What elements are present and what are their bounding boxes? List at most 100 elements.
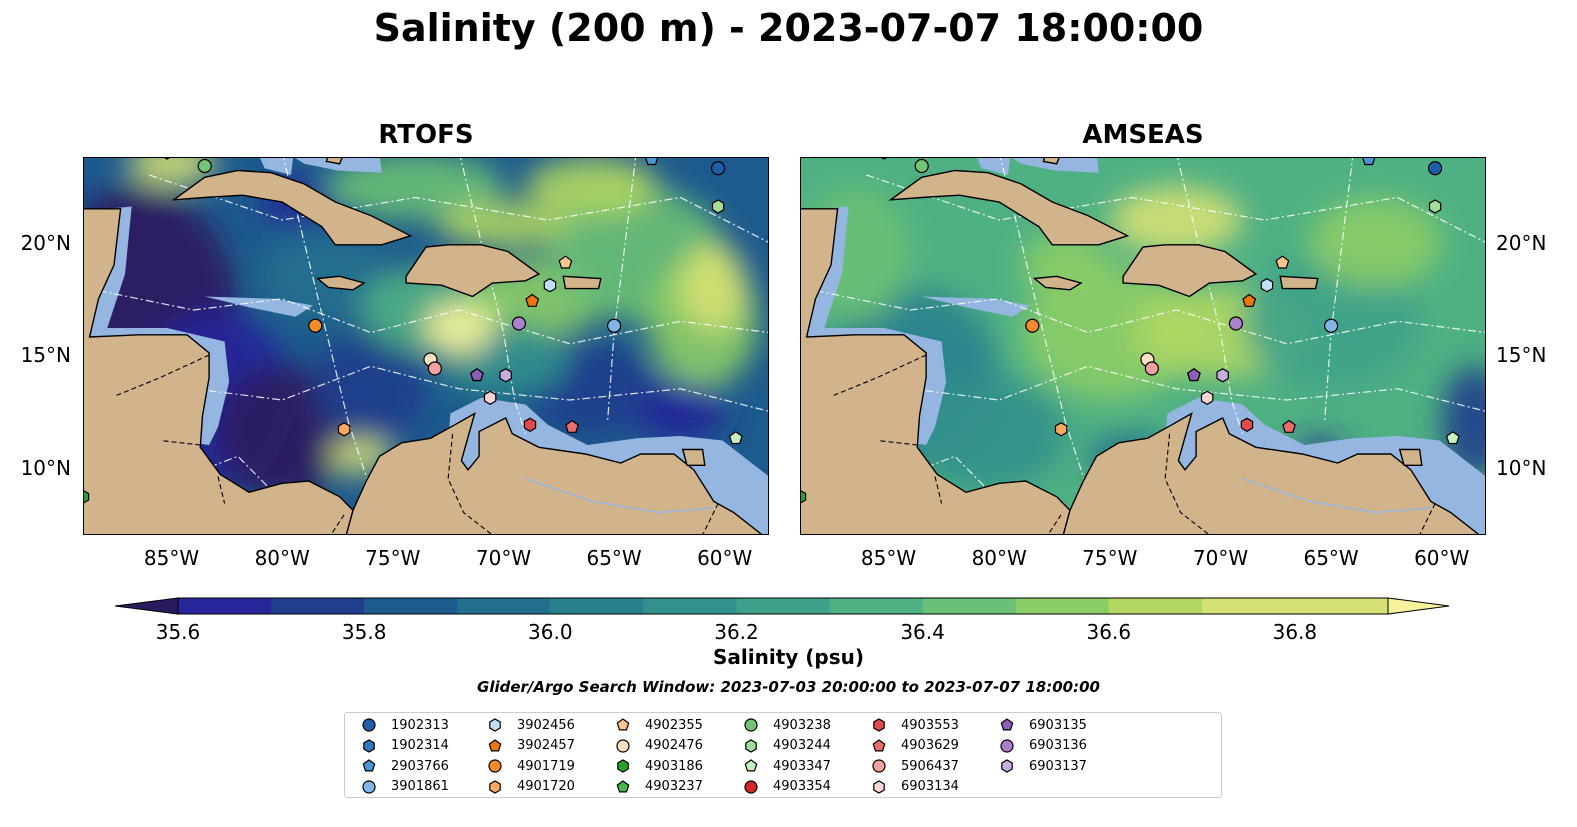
legend: 1902313 1902314 2903766 3901861 3902456 39024… — [344, 712, 1222, 798]
legend-item: 4902355 — [613, 715, 703, 735]
legend-marker-shape — [362, 759, 376, 772]
land-trinidad — [1398, 448, 1423, 466]
legend-label: 4903347 — [773, 758, 831, 774]
legend-marker-shape — [745, 738, 757, 753]
country-border — [447, 433, 493, 535]
colorbar-tick-label: 35.6 — [155, 620, 201, 644]
river — [525, 478, 714, 514]
float-marker-4903629 — [565, 419, 579, 433]
colorbar-segment — [457, 598, 551, 614]
colorbar-segment — [829, 598, 924, 614]
legend-marker-circle — [1000, 738, 1014, 753]
land-jamaica — [1032, 275, 1083, 291]
country-border — [1419, 503, 1436, 535]
legend-marker-shape — [362, 779, 376, 794]
legend-marker-shape — [1001, 759, 1013, 773]
legend-marker-hexagon — [873, 718, 885, 732]
country-border — [330, 514, 345, 535]
colorbar-tick-label: 36.4 — [900, 620, 945, 644]
country-border — [160, 439, 201, 446]
float-marker-4903347 — [1445, 431, 1460, 445]
track-line — [83, 286, 769, 345]
legend-label: 6903134 — [901, 779, 959, 794]
colorbar-tick-label: 36.0 — [528, 620, 573, 644]
float-marker-5906437 — [1144, 361, 1159, 376]
legend-item: 4903347 — [741, 756, 831, 776]
track-line — [606, 157, 637, 423]
legend-marker-pentagon — [488, 738, 502, 751]
lat-tick-label: 15°N — [20, 343, 71, 367]
colorbar-tick-label: 36.2 — [714, 620, 759, 644]
legend-item: 3902456 — [485, 715, 575, 735]
lon-tick-label: 60°W — [1414, 546, 1470, 570]
country-border — [934, 476, 943, 504]
land-trinidad — [681, 448, 706, 466]
legend-marker-shape — [744, 718, 758, 732]
float-marker-4903353 — [1240, 417, 1254, 432]
country-border — [217, 476, 226, 504]
legend-marker-pentagon — [616, 779, 630, 792]
land-hispaniola — [1122, 244, 1258, 298]
search-window-text: Glider/Argo Search Window: 2023-07-03 20… — [477, 678, 1100, 696]
legend-label: 6903136 — [1029, 738, 1087, 753]
legend-item: 4902476 — [613, 736, 703, 756]
land-jamaica — [315, 275, 366, 291]
legend-label: 4903553 — [901, 717, 959, 733]
colorbar-segment — [1108, 598, 1203, 614]
float-marker-5906437 — [427, 361, 442, 376]
legend-item: 5906437 — [869, 756, 959, 776]
lat-tick-label: 20°N — [20, 230, 71, 255]
legend-marker-circle — [744, 718, 758, 732]
float-marker-4903186 — [800, 489, 807, 504]
float-marker-6903135 — [1186, 368, 1201, 382]
land-bahamas — [325, 157, 344, 165]
lat-tick-label: 10°N — [1496, 455, 1547, 480]
legend-item: 4903553 — [869, 715, 959, 735]
land-southAmerica — [345, 412, 764, 535]
legend-label: 4903238 — [773, 717, 831, 733]
legend-label: 4903629 — [901, 738, 959, 753]
legend-marker-pentagon — [1000, 718, 1014, 731]
map-rtofs — [83, 157, 769, 535]
colorbar-segment — [550, 598, 644, 614]
float-marker-4903347 — [728, 431, 743, 445]
colorbar-label: Salinity (psu) — [712, 645, 864, 669]
legend-marker-shape — [363, 738, 375, 753]
legend-label: 6903135 — [1029, 717, 1087, 733]
float-marker-6903137 — [499, 368, 512, 383]
continental-shelf — [1010, 157, 1099, 173]
legend-item: 6903134 — [869, 777, 959, 797]
float-marker-2903766 — [1361, 157, 1376, 166]
legend-marker-shape — [744, 759, 758, 772]
float-marker-4902355 — [558, 255, 573, 269]
track-line — [83, 365, 769, 412]
float-marker-1902313 — [711, 161, 726, 176]
float-marker-3901861 — [606, 318, 622, 333]
legend-marker-shape — [489, 718, 501, 732]
lat-tick-label: 10°N — [20, 455, 71, 480]
float-marker-4903186 — [83, 489, 90, 504]
country-border — [115, 354, 210, 397]
legend-marker-shape — [617, 759, 629, 773]
legend-marker-pentagon — [616, 718, 630, 731]
lon-tick-label: 65°W — [586, 546, 642, 570]
continental-shelf — [293, 157, 382, 173]
legend-item: 3901861 — [359, 777, 449, 797]
legend-marker-shape — [362, 718, 376, 732]
legend-label: 4902355 — [645, 717, 703, 733]
legend-item: 4903237 — [613, 777, 703, 797]
lon-tick-label: 85°W — [860, 546, 917, 570]
track-line — [800, 286, 1486, 345]
legend-item: 1902314 — [359, 736, 449, 756]
legend-marker-shape — [616, 718, 630, 731]
float-marker-4901719 — [308, 318, 323, 333]
float-marker-3902457 — [1242, 293, 1257, 307]
lon-tick-label: 75°W — [365, 546, 421, 570]
colorbar-segment — [178, 598, 272, 614]
colorbar-segment — [736, 598, 831, 614]
legend-label: 4901719 — [517, 758, 575, 774]
float-marker-3902456 — [543, 278, 557, 293]
legend-item: 4903629 — [869, 736, 959, 756]
country-border — [877, 439, 918, 446]
legend-item: 4903186 — [613, 756, 703, 776]
